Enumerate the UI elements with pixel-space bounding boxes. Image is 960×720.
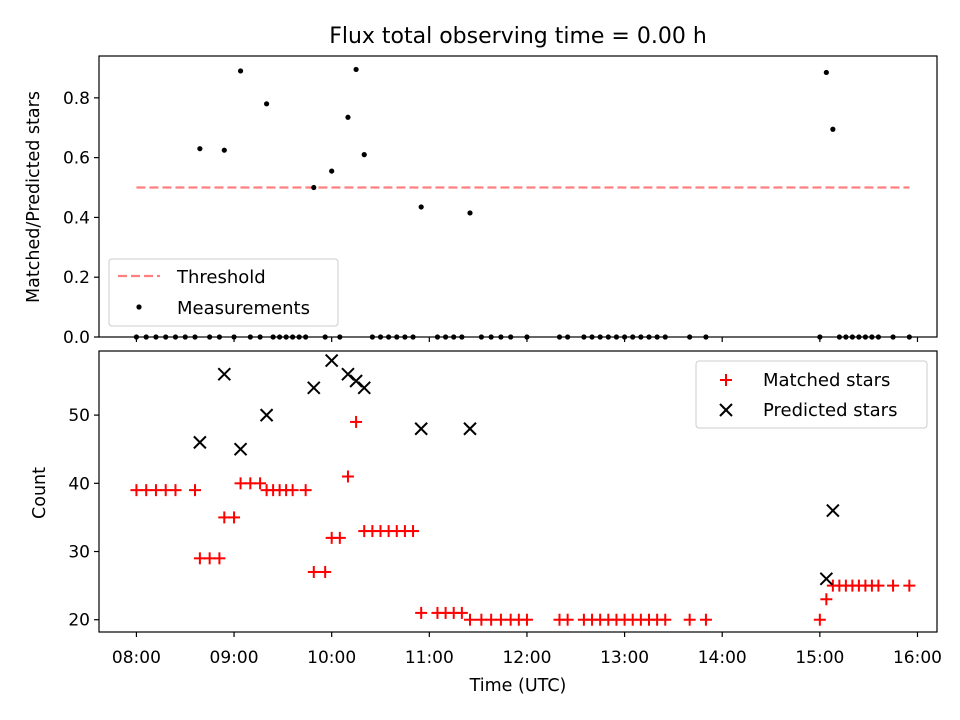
bottom-y-tick-label: 30	[68, 543, 90, 563]
top-legend-box	[108, 258, 339, 327]
bottom-x-tick-label: 15:00	[795, 648, 844, 668]
matched-star-point	[561, 613, 574, 626]
top-x-ticks	[135, 337, 919, 342]
bottom-x-tick-label: 11:00	[405, 648, 454, 668]
predicted-star-point	[233, 442, 248, 456]
predicted-legend-swatch	[719, 403, 733, 417]
bottom-x-tick-label: 09:00	[210, 648, 259, 668]
bottom-x-axis: 08:00 09:00 10:00 11:00 12:00 13:00 14:00 15:00…	[112, 632, 942, 668]
bottom-y-axis-label: Count	[30, 467, 50, 519]
predicted-star-point	[217, 367, 232, 381]
measurement-point	[221, 147, 227, 153]
bottom-data-layer	[130, 353, 916, 626]
matched-star-point	[659, 613, 672, 626]
top-y-axis: 0.0 0.2 0.4 0.6 0.8	[63, 89, 99, 348]
top-y-tick-label: 0.2	[63, 268, 90, 288]
measurement-point	[311, 184, 317, 191]
matched-star-point	[307, 565, 320, 578]
measurement-point	[345, 114, 351, 120]
matched-star-point	[903, 579, 916, 592]
top-panel-frame	[98, 55, 938, 338]
measurements-legend-label: Measurements	[177, 298, 310, 319]
predicted-star-point	[414, 422, 428, 436]
bottom-x-tick-label: 13:00	[600, 648, 649, 668]
top-legend: Threshold Measurements	[108, 258, 339, 327]
predicted-star-point	[324, 353, 339, 368]
matched-star-point	[319, 565, 332, 578]
top-y-tick-label: 0.0	[63, 328, 90, 348]
matched-star-point	[169, 484, 182, 497]
matched-star-point	[887, 579, 900, 592]
bottom-x-tick-label: 16:00	[893, 648, 942, 668]
measurement-point	[823, 69, 829, 76]
bottom-x-tick-label: 14:00	[698, 648, 747, 668]
matched-star-point	[699, 613, 712, 626]
matched-star-point	[683, 613, 696, 626]
matched-star-point	[813, 613, 826, 626]
matched-star-point	[299, 484, 312, 497]
matched-legend-swatch	[720, 374, 732, 386]
predicted-star-point	[463, 422, 477, 436]
bottom-panel: 20 30 40 50 08:00 09:00 10:00 11:00 12:00 13:00 1…	[30, 350, 942, 696]
bottom-x-tick-label: 12:00	[502, 648, 551, 668]
bottom-y-axis: 20 30 40 50	[68, 406, 99, 631]
measurement-point	[197, 146, 203, 152]
bottom-y-tick-label: 40	[68, 474, 90, 494]
measurement-point	[237, 68, 244, 74]
measurement-point	[329, 168, 335, 174]
bottom-x-tick-label: 10:00	[307, 648, 356, 668]
predicted-star-point	[259, 408, 274, 422]
matched-star-point	[286, 484, 299, 497]
measurement-point	[361, 152, 367, 158]
measurement-point	[467, 210, 473, 216]
bottom-legend: Matched stars Predicted stars	[695, 360, 928, 429]
matched-star-point	[341, 470, 354, 483]
top-y-tick-label: 0.6	[63, 149, 90, 169]
bottom-panel-frame	[98, 350, 938, 633]
matched-star-point	[407, 525, 420, 538]
predicted-star-point	[826, 503, 840, 518]
predicted-star-point	[819, 572, 834, 586]
matched-star-point	[254, 477, 267, 490]
chart-title: Flux total observing time = 0.00 h	[329, 24, 707, 49]
measurement-point	[353, 66, 359, 73]
matched-star-point	[455, 606, 468, 619]
x-axis-label: Time (UTC)	[469, 676, 567, 696]
matched-star-point	[333, 531, 346, 544]
top-y-tick-label: 0.8	[63, 89, 90, 109]
matched-star-point	[415, 606, 428, 619]
top-y-axis-label: Matched/Predicted stars	[24, 91, 44, 303]
predicted-star-point	[357, 381, 371, 395]
top-y-tick-label: 0.4	[63, 208, 90, 228]
top-panel: 0.00.20.40.60.8 Matched/Predicted stars …	[24, 55, 938, 348]
bottom-x-tick-label: 08:00	[112, 648, 161, 668]
matched-legend-label: Matched stars	[763, 370, 890, 391]
measurement-point	[264, 101, 270, 107]
bottom-legend-box	[695, 360, 928, 429]
predicted-star-point	[193, 435, 207, 450]
matched-star-point	[350, 415, 363, 428]
matched-star-point	[872, 579, 885, 592]
matched-star-point	[463, 613, 476, 626]
measurement-point	[418, 204, 424, 210]
bottom-y-tick-label: 20	[68, 611, 90, 631]
matched-star-point	[820, 593, 833, 606]
measurements-legend-swatch	[136, 304, 142, 310]
matched-star-point	[520, 613, 533, 626]
predicted-legend-label: Predicted stars	[763, 400, 897, 421]
matched-star-point	[228, 511, 241, 524]
bottom-y-tick-label: 50	[68, 406, 90, 426]
matched-star-point	[213, 552, 226, 565]
matched-star-point	[189, 484, 202, 497]
measurement-point	[830, 126, 836, 132]
threshold-legend-label: Threshold	[176, 267, 266, 288]
predicted-star-point	[307, 381, 321, 395]
